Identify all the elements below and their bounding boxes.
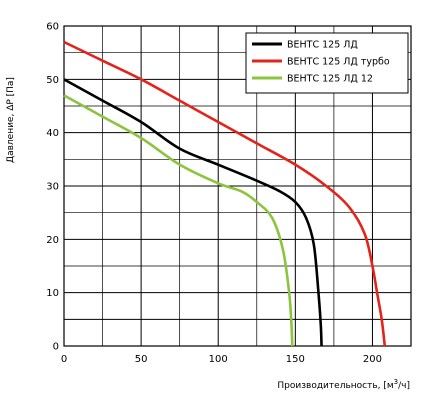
- x-tick-label: 100: [209, 354, 228, 365]
- legend-label-3: ВЕНТС 125 ЛД 12: [287, 74, 373, 85]
- y-tick-label: 20: [46, 235, 59, 246]
- plot-frame: [63, 25, 412, 347]
- x-axis-label-tail: /ч]: [398, 381, 410, 391]
- legend-label-1: ВЕНТС 125 ЛД: [287, 40, 358, 51]
- x-tick-label: 200: [363, 354, 382, 365]
- y-tick-label: 40: [46, 128, 59, 139]
- x-axis-label-main: Производительность, [м: [277, 381, 393, 391]
- x-tick-label: 0: [61, 354, 67, 365]
- legend-label-2: ВЕНТС 125 ЛД турбо: [287, 57, 390, 68]
- x-axis-label-sup: 3: [394, 378, 398, 386]
- y-axis-ticks: 0 10 20 30 40 50 60: [46, 22, 59, 353]
- y-tick-label: 50: [46, 75, 59, 86]
- x-tick-label: 50: [135, 354, 148, 365]
- y-tick-label: 10: [46, 288, 59, 299]
- y-tick-label: 60: [46, 22, 59, 33]
- y-tick-label: 0: [53, 342, 59, 353]
- x-tick-label: 150: [286, 354, 305, 365]
- y-axis-label: Давление, ΔP [Па]: [6, 77, 16, 163]
- x-axis-ticks: 0 50 100 150 200: [61, 354, 382, 365]
- legend: ВЕНТС 125 ЛД ВЕНТС 125 ЛД турбо ВЕНТС 125 …: [245, 32, 409, 94]
- series-line-2: [63, 40, 387, 347]
- series-line-1: [63, 78, 323, 347]
- x-axis-label: Производительность, [м3/ч]: [277, 378, 410, 391]
- y-tick-label: 30: [46, 182, 59, 193]
- series-lines: [63, 40, 387, 347]
- series-line-3: [63, 94, 294, 347]
